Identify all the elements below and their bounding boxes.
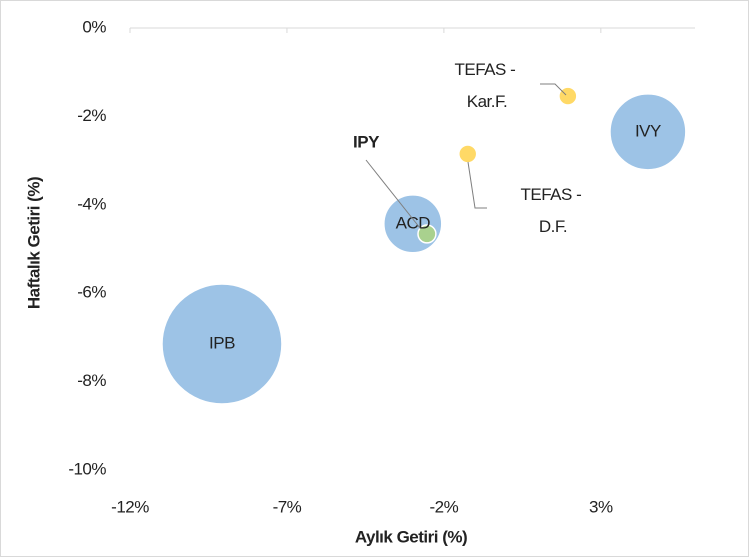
bubble [558, 86, 578, 106]
data-label: TEFAS - Kar.F. [455, 60, 520, 111]
data-label: IPY [353, 132, 380, 151]
x-axis-title: Aylık Getiri (%) [355, 527, 467, 546]
y-tick-label: 0% [82, 17, 106, 36]
data-label-line: TEFAS - [521, 185, 586, 204]
x-tick-label: -2% [430, 497, 459, 516]
data-label-line: Kar.F. [467, 92, 507, 111]
y-tick-label: -10% [68, 459, 106, 478]
bubble [417, 224, 437, 244]
x-tick-label: 3% [589, 497, 613, 516]
data-label-line: TEFAS - [455, 60, 520, 79]
leader-line [467, 161, 487, 209]
y-tick-label: -4% [77, 194, 106, 213]
bubble [609, 93, 687, 171]
y-tick-label: -8% [77, 371, 106, 390]
data-label: IVY [635, 121, 661, 140]
data-label-line: D.F. [539, 217, 567, 236]
y-tick-label: -6% [77, 283, 106, 302]
data-label: TEFAS - D.F. [521, 185, 586, 236]
data-label: ACD [396, 213, 431, 232]
y-tick-label: -2% [77, 106, 106, 125]
leader-line [365, 159, 421, 229]
x-tick-label: -12% [111, 497, 149, 516]
bubble [458, 144, 478, 164]
y-axis-title: Haftalık Getiri (%) [24, 177, 43, 309]
x-tick-label: -7% [273, 497, 302, 516]
data-label: IPB [209, 334, 235, 353]
leader-line [540, 83, 567, 96]
bubble [161, 283, 283, 405]
